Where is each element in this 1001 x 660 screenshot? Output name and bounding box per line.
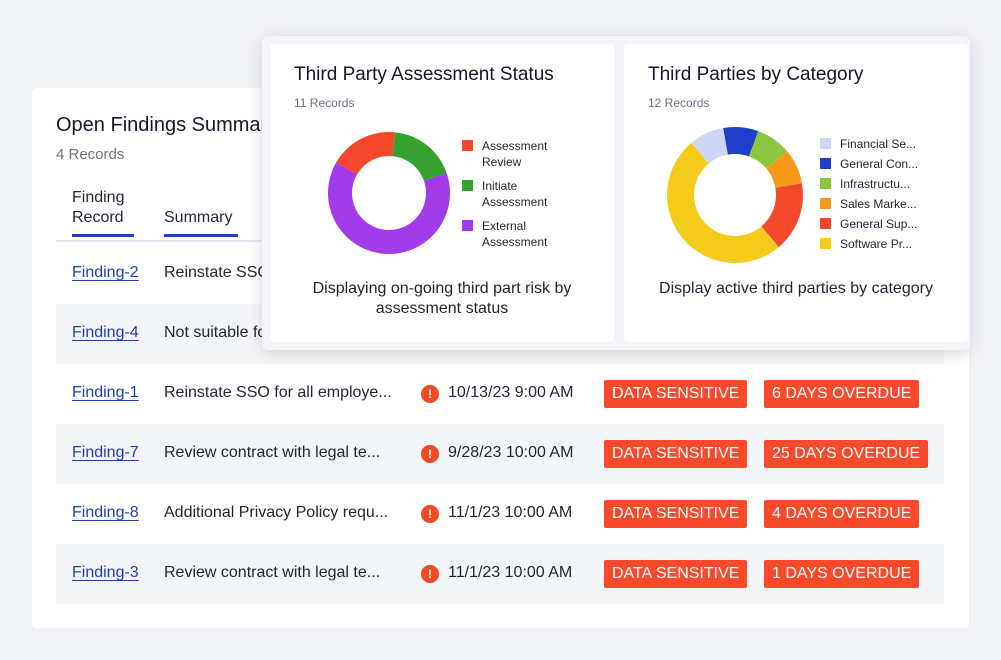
donut-slice-financial-se[interactable] bbox=[691, 128, 728, 164]
overdue-badge: 6 DAYS OVERDUE bbox=[764, 380, 920, 408]
table-row: Finding-2 Reinstate SSO for all employee… bbox=[56, 244, 944, 304]
overdue-badge: 1 DAYS OVERDUE bbox=[764, 560, 920, 588]
finding-link[interactable]: Finding-7 bbox=[72, 444, 139, 461]
legend-label: External Assessment bbox=[482, 219, 548, 249]
legend-swatch bbox=[820, 158, 831, 169]
legend-swatch bbox=[820, 178, 831, 189]
assessment-donut-chart[interactable] bbox=[324, 128, 454, 258]
overdue-badge: 25 DAYS OVERDUE bbox=[764, 440, 929, 468]
finding-link[interactable]: Finding-1 bbox=[72, 384, 139, 401]
category-donut-chart[interactable] bbox=[666, 126, 804, 264]
legend-item-sales-marke[interactable]: Sales Marke... bbox=[820, 196, 932, 216]
finding-summary: Review contract with legal te... bbox=[164, 444, 381, 461]
header-divider bbox=[56, 240, 356, 242]
legend-swatch bbox=[820, 218, 831, 229]
table-row: Finding-1 Reinstate SSO for all employe.… bbox=[56, 364, 944, 424]
category-chart-description: Display active third parties by category bbox=[659, 280, 933, 297]
assessment-status-card: Third Party Assessment Status 11 Records… bbox=[270, 44, 614, 342]
charts-panel: Third Party Assessment Status 11 Records… bbox=[262, 36, 970, 350]
data-sensitive-badge: DATA SENSITIVE bbox=[604, 560, 748, 588]
legend-label: Financial Se... bbox=[840, 137, 917, 151]
legend-swatch bbox=[462, 220, 473, 231]
finding-summary: Reinstate SSO for all employe... bbox=[164, 384, 392, 401]
assessment-record-count: 11 Records bbox=[294, 96, 355, 110]
alert-icon: ! bbox=[421, 565, 439, 583]
legend-swatch bbox=[820, 138, 831, 149]
data-sensitive-badge: DATA SENSITIVE bbox=[604, 380, 748, 408]
legend-label: Assessment Review bbox=[482, 139, 548, 169]
legend-item-software-pr[interactable]: Software Pr... bbox=[820, 236, 932, 256]
table-row: Finding-7 Review contract with legal te.… bbox=[56, 424, 944, 484]
finding-due-date: 11/1/23 10:00 AM bbox=[448, 564, 573, 581]
legend-label: General Sup... bbox=[840, 217, 918, 231]
legend-item-financial-se[interactable]: Financial Se... bbox=[820, 136, 932, 156]
table-row: Finding-3 Review contract with legal te.… bbox=[56, 544, 944, 604]
donut-slice-external-assessment[interactable] bbox=[328, 162, 450, 255]
legend-item-general-con[interactable]: General Con... bbox=[820, 156, 932, 176]
finding-due-date: 10/13/23 9:00 AM bbox=[448, 384, 574, 401]
column-header-finding-record[interactable]: Finding Record bbox=[72, 188, 134, 237]
assessment-chart-description: Displaying on-going third part risk by a… bbox=[312, 280, 572, 317]
legend-item-external-assessment[interactable]: External Assessment bbox=[462, 218, 572, 250]
category-chart-title: Third Parties by Category bbox=[648, 64, 864, 85]
legend-swatch bbox=[462, 180, 473, 191]
overdue-badge: 4 DAYS OVERDUE bbox=[764, 500, 920, 528]
donut-slice-general-sup[interactable] bbox=[761, 183, 803, 248]
legend-swatch bbox=[820, 198, 831, 209]
legend-swatch bbox=[462, 140, 473, 151]
donut-slice-initiate-assessment[interactable] bbox=[392, 132, 447, 181]
legend-label: Software Pr... bbox=[840, 237, 913, 251]
finding-summary: Additional Privacy Policy requ... bbox=[164, 504, 389, 521]
category-record-count: 12 Records bbox=[648, 96, 710, 110]
category-legend: Financial Se... General Con... Infrastruct… bbox=[820, 136, 932, 256]
finding-link[interactable]: Finding-3 bbox=[72, 564, 139, 581]
finding-link[interactable]: Finding-2 bbox=[72, 264, 139, 281]
finding-summary: Review contract with legal te... bbox=[164, 564, 381, 581]
legend-label: Sales Marke... bbox=[840, 197, 917, 211]
legend-item-general-sup[interactable]: General Sup... bbox=[820, 216, 932, 236]
donut-slice-general-con[interactable] bbox=[723, 127, 759, 157]
finding-due-date: 11/1/23 10:00 AM bbox=[448, 504, 573, 521]
finding-link[interactable]: Finding-8 bbox=[72, 504, 139, 521]
legend-label: Infrastructu... bbox=[840, 177, 911, 191]
table-row: Finding-8 Additional Privacy Policy requ… bbox=[56, 484, 944, 544]
alert-icon: ! bbox=[421, 505, 439, 523]
donut-slice-assessment-review[interactable] bbox=[336, 132, 395, 175]
legend-label: General Con... bbox=[840, 157, 919, 171]
assessment-legend: Assessment Review Initiate Assessment Exte… bbox=[462, 138, 572, 258]
data-sensitive-badge: DATA SENSITIVE bbox=[604, 500, 748, 528]
finding-link[interactable]: Finding-4 bbox=[72, 324, 139, 341]
legend-item-initiate-assessment[interactable]: Initiate Assessment bbox=[462, 178, 572, 210]
legend-swatch bbox=[820, 238, 831, 249]
findings-title: Open Findings Summary bbox=[56, 114, 278, 136]
finding-due-date: 9/28/23 10:00 AM bbox=[448, 444, 574, 461]
donut-slice-software-pr[interactable] bbox=[667, 142, 779, 263]
column-header-summary[interactable]: Summary bbox=[164, 208, 238, 237]
donut-slice-sales-marke[interactable] bbox=[766, 151, 802, 188]
legend-item-assessment-review[interactable]: Assessment Review bbox=[462, 138, 572, 170]
alert-icon: ! bbox=[421, 445, 439, 463]
assessment-chart-title: Third Party Assessment Status bbox=[294, 64, 554, 85]
category-card: Third Parties by Category 12 Records Fin… bbox=[624, 44, 968, 342]
legend-item-infrastructu[interactable]: Infrastructu... bbox=[820, 176, 932, 196]
donut-slice-infrastructu[interactable] bbox=[749, 131, 788, 169]
findings-record-count: 4 Records bbox=[56, 146, 125, 163]
data-sensitive-badge: DATA SENSITIVE bbox=[604, 440, 748, 468]
legend-label: Initiate Assessment bbox=[482, 179, 548, 209]
alert-icon: ! bbox=[421, 385, 439, 403]
